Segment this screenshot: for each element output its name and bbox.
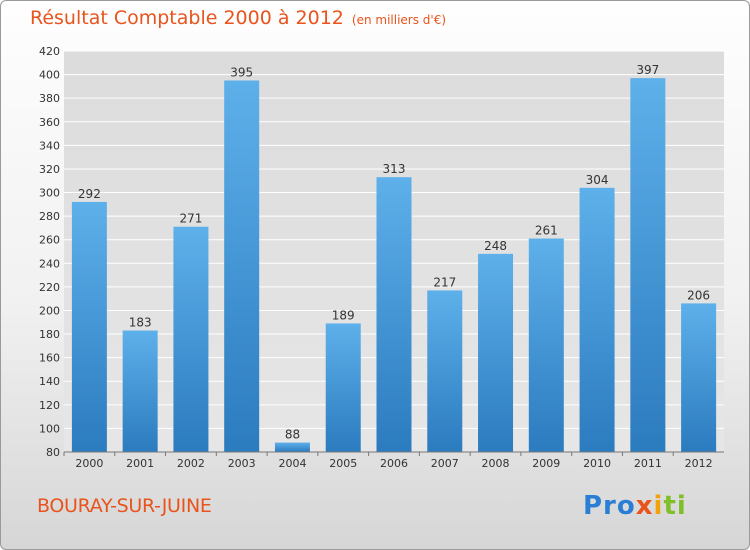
bar-2003 — [224, 80, 260, 452]
bar-2010 — [579, 187, 615, 452]
y-tick-label: 380 — [39, 92, 60, 105]
y-tick-label: 400 — [39, 69, 60, 82]
bar-2002 — [173, 226, 209, 452]
value-label: 397 — [636, 63, 659, 77]
value-label: 304 — [586, 173, 609, 187]
x-tick-label: 2008 — [482, 457, 510, 470]
x-tick-label: 2011 — [634, 457, 662, 470]
chart-subtitle: (en milliers d'€) — [351, 13, 447, 27]
value-label: 292 — [78, 187, 101, 201]
chart-title-text: Résultat Comptable 2000 à 2012 — [30, 7, 344, 29]
x-tick-label: 2000 — [75, 457, 103, 470]
y-axis-ticks: 80 100 120 140 160 180 200 220 240 260 280 300 320 34… — [39, 45, 60, 459]
x-tick-label: 2001 — [126, 457, 154, 470]
bar-2012 — [681, 303, 717, 452]
y-tick-label: 260 — [39, 234, 60, 247]
y-tick-label: 140 — [39, 375, 60, 388]
y-tick-label: 120 — [39, 399, 60, 412]
logo-part-x: x — [635, 491, 654, 521]
bar-2008 — [478, 253, 514, 452]
x-tick-label: 2012 — [685, 457, 713, 470]
value-label: 206 — [687, 288, 710, 302]
y-tick-label: 220 — [39, 281, 60, 294]
y-tick-label: 200 — [39, 304, 60, 317]
y-tick-label: 160 — [39, 352, 60, 365]
y-tick-label: 300 — [39, 187, 60, 200]
x-tick-label: 2005 — [329, 457, 357, 470]
value-label: 313 — [383, 162, 406, 176]
logo-part-pro: Pro — [583, 491, 636, 521]
value-label: 261 — [535, 224, 558, 238]
x-tick-label: 2009 — [532, 457, 560, 470]
y-tick-label: 80 — [46, 446, 60, 459]
y-tick-label: 180 — [39, 328, 60, 341]
y-tick-label: 340 — [39, 139, 60, 152]
y-tick-label: 360 — [39, 116, 60, 129]
logo-part-ti: ti — [663, 491, 687, 521]
x-tick-label: 2007 — [431, 457, 459, 470]
x-tick-label: 2003 — [228, 457, 256, 470]
x-tick-label: 2006 — [380, 457, 408, 470]
bar-2000 — [71, 201, 107, 452]
proxiti-logo: Proxiti — [583, 491, 687, 521]
x-tick-label: 2010 — [583, 457, 611, 470]
value-label: 189 — [332, 308, 355, 322]
value-label: 248 — [484, 239, 507, 253]
value-label: 88 — [285, 428, 300, 442]
bars: 292 183 271 395 88 189 313 217 248 261 304 397 206 — [71, 63, 717, 453]
city-name: BOURAY-SUR-JUINE — [37, 495, 212, 517]
bar-2009 — [528, 238, 564, 452]
x-tick-label: 2004 — [278, 457, 306, 470]
value-label: 183 — [129, 316, 152, 330]
bar-2006 — [376, 177, 412, 452]
y-tick-label: 240 — [39, 257, 60, 270]
bar-2005 — [325, 323, 361, 452]
bar-2011 — [630, 78, 666, 453]
x-axis-ticks: 2000 2001 2002 2003 2004 2005 2006 2007 2008 2009… — [63, 452, 713, 470]
logo-part-i: i — [653, 491, 664, 521]
value-label: 217 — [433, 275, 456, 289]
bar-2007 — [427, 290, 463, 452]
y-tick-label: 100 — [39, 422, 60, 435]
y-tick-label: 420 — [39, 45, 60, 58]
x-tick-label: 2002 — [177, 457, 205, 470]
value-label: 271 — [179, 212, 202, 226]
bar-2004 — [274, 442, 310, 452]
chart-title: Résultat Comptable 2000 à 2012 (en millie… — [30, 7, 446, 29]
y-tick-label: 280 — [39, 210, 60, 223]
bar-2001 — [122, 330, 158, 452]
value-label: 395 — [230, 65, 253, 79]
y-tick-label: 320 — [39, 163, 60, 176]
